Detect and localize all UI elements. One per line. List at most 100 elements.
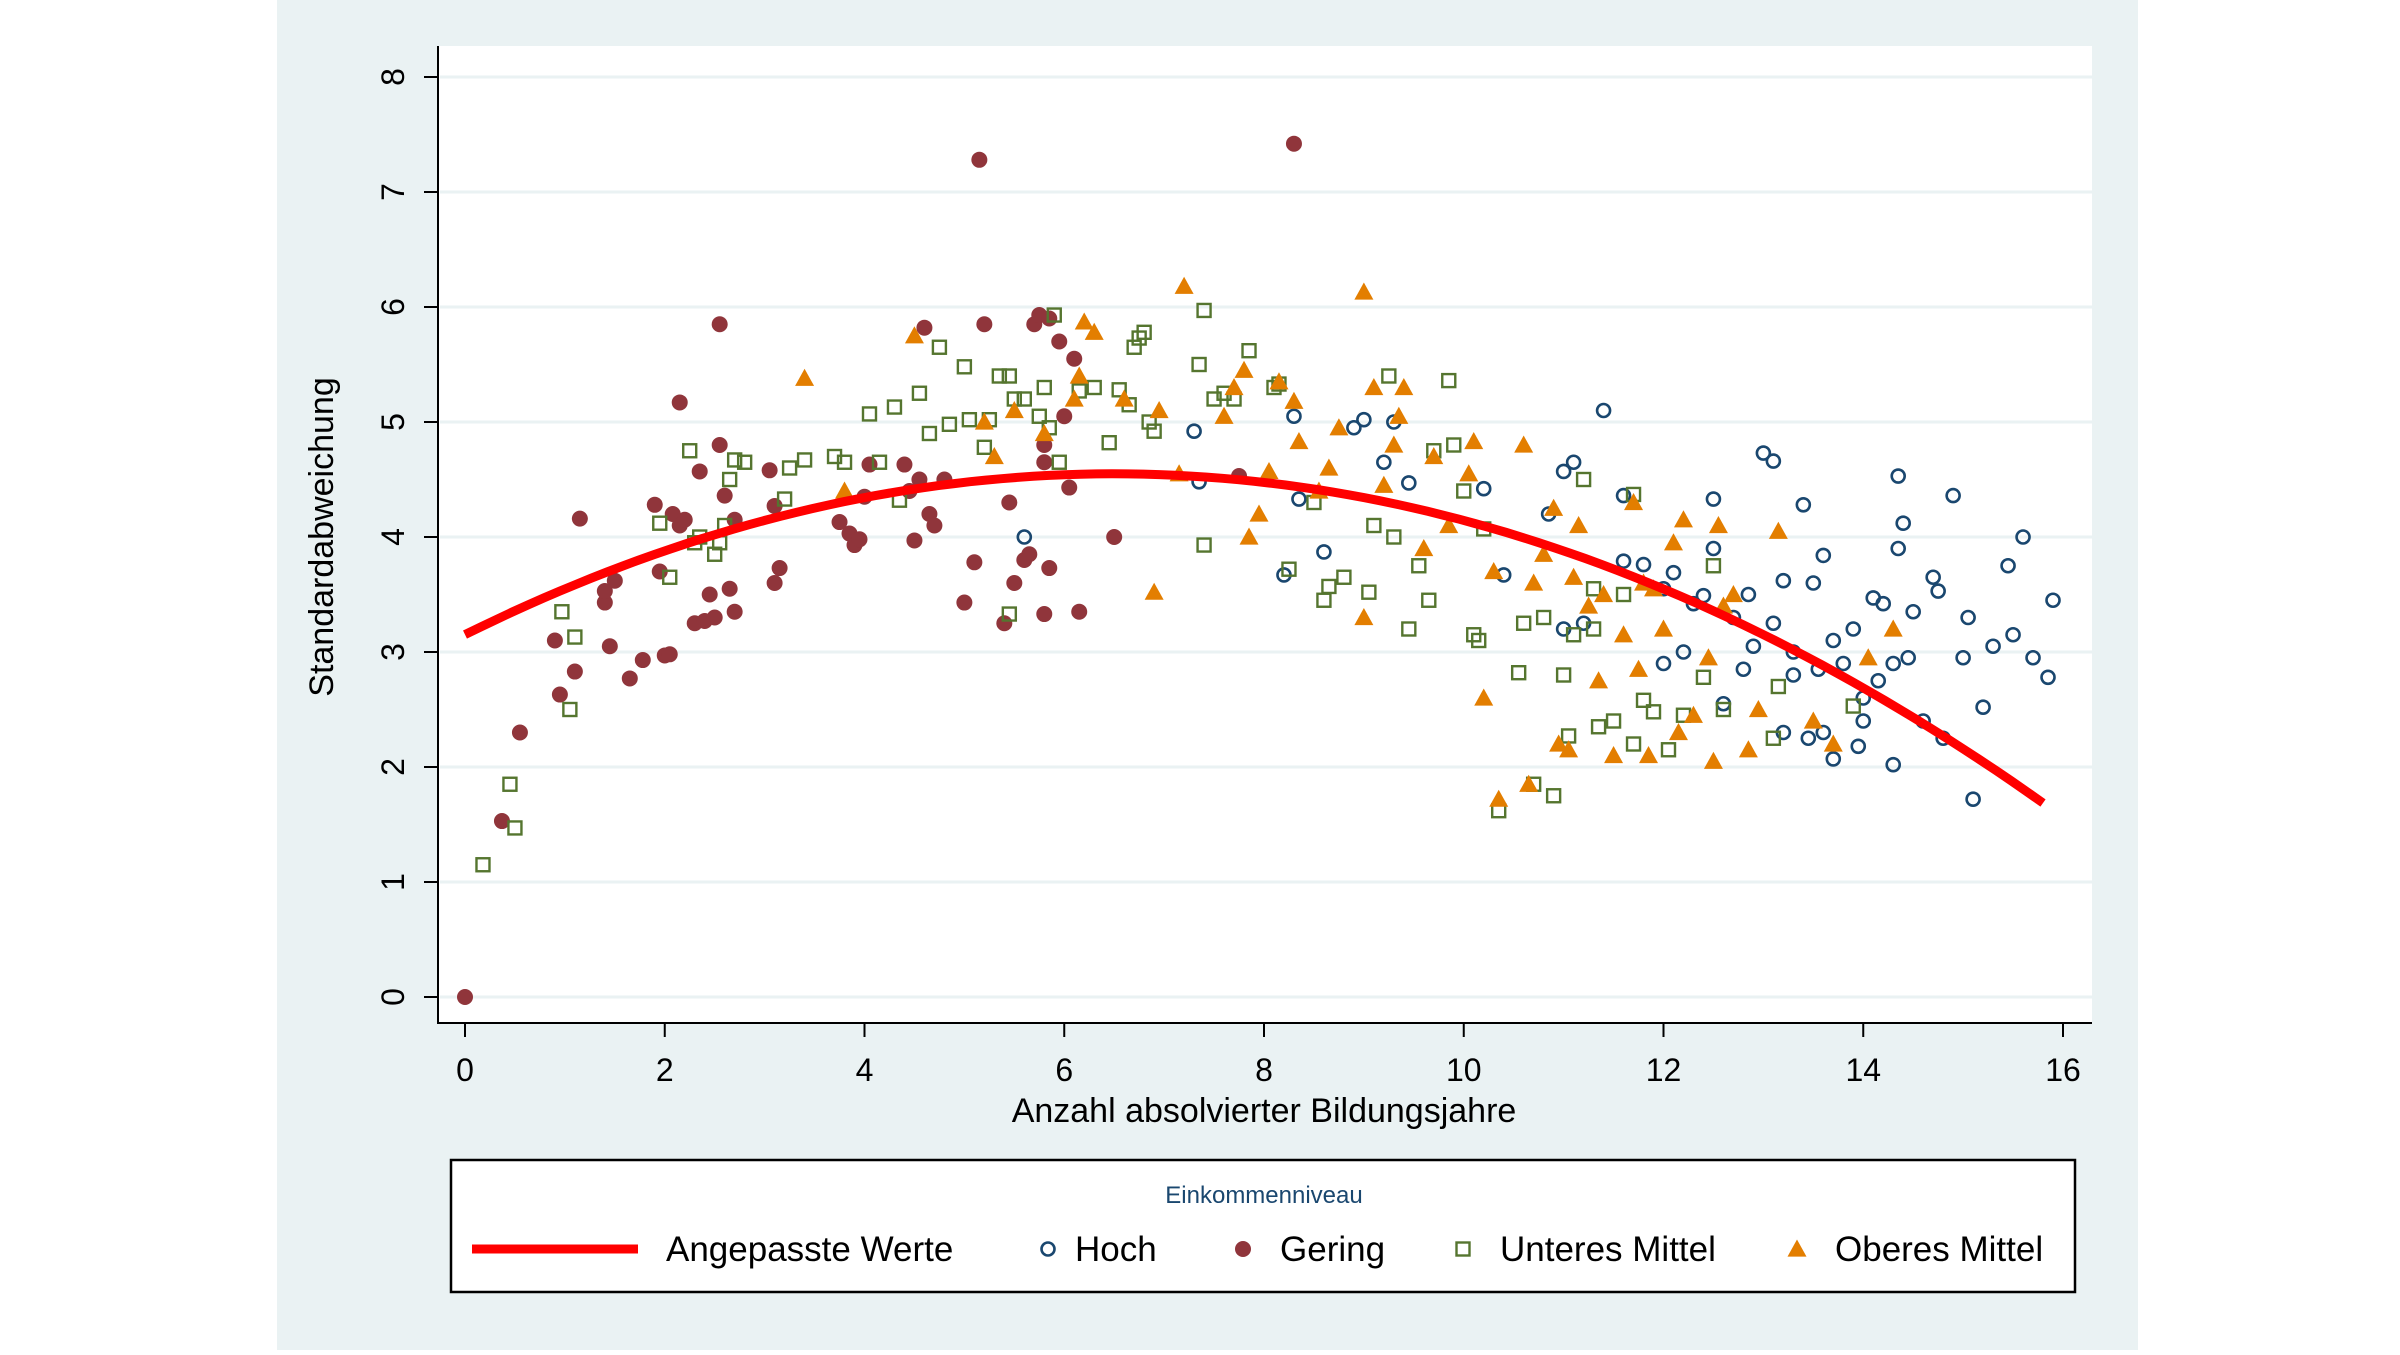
- data-point: [1510, 665, 1527, 681]
- fitted-line-group: [463, 469, 2046, 807]
- legend-label: Gering: [1280, 1230, 1385, 1269]
- data-point: [1291, 491, 1307, 507]
- data-point: [1259, 461, 1279, 480]
- data-point: [1565, 454, 1582, 471]
- data-point: [1141, 414, 1157, 430]
- data-point: [781, 460, 798, 476]
- y-tick-label: 8: [375, 68, 411, 86]
- data-point: [1041, 310, 1058, 327]
- y-tick-label: 5: [375, 413, 411, 431]
- legend: Einkommenniveau Angepasste Werte Hoch Geri…: [449, 1158, 2077, 1294]
- data-point: [1698, 648, 1718, 666]
- data-point: [1046, 307, 1062, 323]
- data-point: [1144, 582, 1164, 600]
- data-point: [1041, 560, 1058, 577]
- data-point: [1768, 521, 1788, 539]
- data-point: [1241, 343, 1257, 359]
- data-point: [1605, 713, 1622, 729]
- data-point: [796, 452, 813, 468]
- data-point: [1126, 339, 1142, 355]
- data-point: [652, 515, 668, 531]
- data-point: [1286, 408, 1302, 425]
- data-point: [1775, 572, 1792, 589]
- data-point: [1146, 423, 1162, 439]
- data-point: [1883, 619, 1903, 637]
- data-point: [711, 437, 728, 453]
- data-point: [1074, 312, 1094, 330]
- data-point: [1665, 564, 1682, 581]
- data-point: [974, 412, 994, 430]
- data-point: [1149, 401, 1169, 419]
- data-point: [1269, 372, 1289, 390]
- data-point: [554, 604, 570, 620]
- data-point: [1545, 788, 1562, 804]
- data-point: [1654, 619, 1673, 637]
- data-point: [1346, 419, 1362, 436]
- data-point: [916, 319, 933, 336]
- legend-marker-swatch: [1040, 1241, 1056, 1257]
- data-point: [831, 514, 848, 531]
- data-point: [1785, 667, 1802, 683]
- data-point: [493, 813, 510, 830]
- x-tick-label: 10: [1446, 1052, 1482, 1088]
- data-point: [567, 629, 583, 645]
- data-point: [601, 638, 618, 655]
- data-point: [711, 316, 728, 333]
- data-point: [691, 463, 708, 480]
- data-point: [1446, 437, 1462, 453]
- legend-marker-swatch: [1787, 1239, 1807, 1257]
- data-point: [1071, 603, 1088, 620]
- data-point: [1484, 562, 1504, 580]
- data-point: [1064, 389, 1084, 407]
- legend-item-gering: Gering: [1235, 1230, 1385, 1269]
- data-point: [1668, 723, 1688, 741]
- data-point: [1815, 547, 1832, 564]
- data-point: [1564, 567, 1584, 585]
- data-point: [871, 454, 888, 470]
- data-point: [1374, 475, 1394, 493]
- data-point: [1845, 698, 1861, 714]
- data-point: [1635, 692, 1652, 708]
- data-point: [1071, 383, 1087, 399]
- data-point: [1604, 746, 1624, 764]
- data-point: [1845, 621, 1862, 637]
- data-point: [1555, 667, 1572, 683]
- data-point: [835, 481, 855, 499]
- data-point: [646, 496, 663, 513]
- data-point: [1136, 324, 1152, 340]
- data-point: [1106, 529, 1123, 545]
- data-point: [861, 406, 878, 422]
- data-point: [1191, 356, 1207, 373]
- data-point: [1805, 575, 1822, 591]
- data-point: [1748, 700, 1768, 718]
- data-point: [1544, 498, 1564, 516]
- data-point: [1086, 379, 1102, 396]
- data-point: [662, 569, 678, 585]
- data-point: [1615, 487, 1632, 504]
- data-point: [507, 820, 523, 836]
- data-point: [1925, 569, 1941, 586]
- data-point: [761, 462, 778, 479]
- series-oberes-mittel: [795, 276, 1903, 807]
- data-point: [1401, 621, 1417, 637]
- data-point: [1459, 464, 1479, 482]
- data-point: [911, 385, 928, 401]
- data-point: [1439, 516, 1459, 534]
- data-point: [1456, 483, 1472, 499]
- data-point: [776, 491, 793, 507]
- data-point: [1051, 333, 1068, 350]
- legend-item-angepasste-werte: Angepasste Werte: [472, 1230, 953, 1269]
- data-point: [1629, 659, 1649, 677]
- data-point: [1316, 544, 1332, 560]
- data-point: [1770, 678, 1787, 695]
- data-point: [1625, 736, 1642, 752]
- data-point: [721, 471, 738, 488]
- data-point: [1111, 382, 1127, 398]
- data-point: [1900, 649, 1916, 666]
- data-point: [941, 416, 958, 432]
- data-point: [2015, 529, 2031, 545]
- legend-item-hoch: Hoch: [1040, 1230, 1157, 1269]
- legend-box: [449, 1158, 2077, 1294]
- data-point: [1890, 540, 1907, 557]
- data-point: [1663, 533, 1683, 551]
